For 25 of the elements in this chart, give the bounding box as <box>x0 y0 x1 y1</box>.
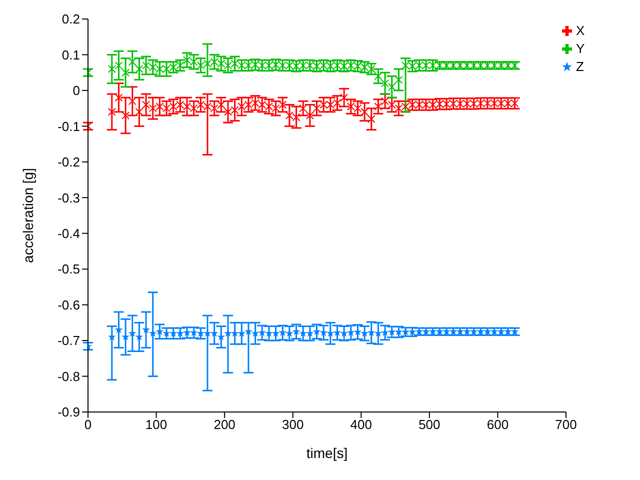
y-tick-label: -0.8 <box>58 368 80 384</box>
y-tick-label: 0.2 <box>62 12 80 27</box>
x-tick-label: 600 <box>486 417 509 432</box>
legend-label: Y <box>576 41 585 56</box>
y-tick-label: -0.9 <box>58 404 80 420</box>
x-tick-label: 0 <box>84 417 92 432</box>
x-tick-label: 700 <box>555 417 577 432</box>
x-axis-title: time[s] <box>306 445 348 461</box>
legend-label: X <box>576 23 585 38</box>
y-tick-label: -0.6 <box>58 297 80 312</box>
y-axis-title: acceleration [g] <box>20 168 36 263</box>
x-tick-label: 100 <box>145 417 168 432</box>
y-tick-label: -0.7 <box>58 333 80 348</box>
x-tick-label: 400 <box>350 417 372 432</box>
y-tick-label: -0.1 <box>58 118 80 134</box>
y-tick-label: -0.5 <box>58 262 80 277</box>
y-tick-label: -0.2 <box>58 154 80 170</box>
legend-label: Z <box>576 59 584 74</box>
x-tick-label: 200 <box>214 417 236 432</box>
y-tick-label: -0.3 <box>58 190 80 206</box>
y-tick-label: -0.4 <box>58 226 80 241</box>
y-tick-label: 0 <box>72 83 80 98</box>
y-tick-label: 0.1 <box>62 47 80 62</box>
x-tick-label: 300 <box>282 417 304 432</box>
x-tick-label: 500 <box>418 417 440 432</box>
